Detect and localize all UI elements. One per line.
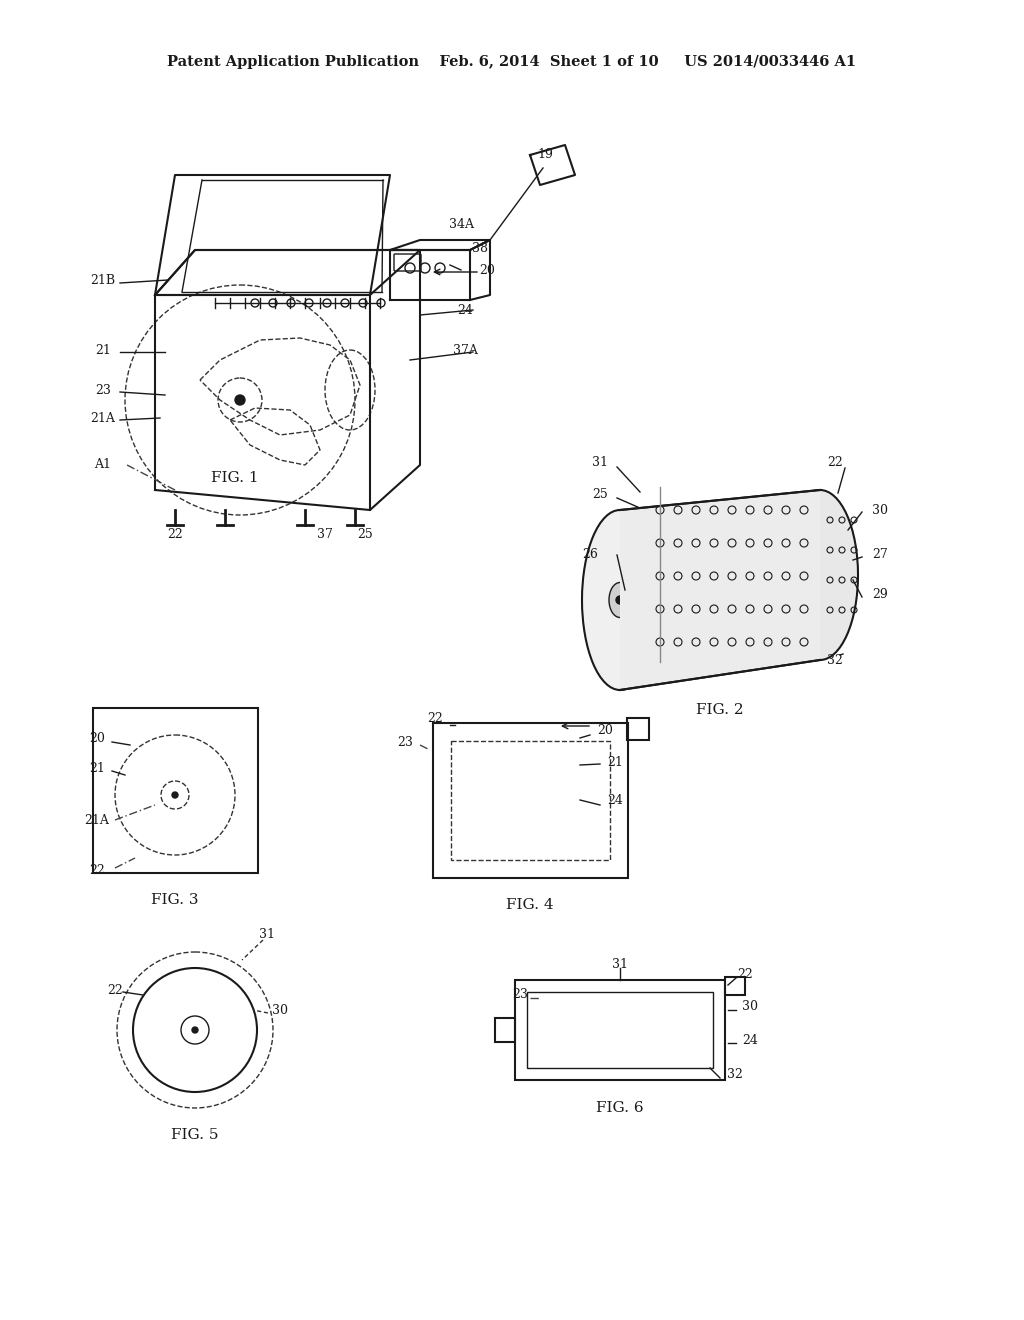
Text: 22: 22 xyxy=(427,711,442,725)
Circle shape xyxy=(234,395,245,405)
Text: FIG. 4: FIG. 4 xyxy=(506,898,554,912)
Bar xyxy=(515,979,725,1080)
Circle shape xyxy=(616,597,624,605)
Ellipse shape xyxy=(582,510,658,690)
Bar xyxy=(627,718,649,741)
Text: 21: 21 xyxy=(95,343,111,356)
Text: 30: 30 xyxy=(872,503,888,516)
Text: 34A: 34A xyxy=(450,218,474,231)
Ellipse shape xyxy=(782,490,858,660)
Bar xyxy=(433,723,628,878)
Text: 20: 20 xyxy=(89,731,104,744)
Text: 20: 20 xyxy=(597,723,613,737)
Text: 24: 24 xyxy=(742,1034,758,1047)
Text: 21B: 21B xyxy=(90,273,116,286)
Text: 24: 24 xyxy=(457,304,473,317)
Text: 29: 29 xyxy=(872,589,888,602)
Text: 23: 23 xyxy=(397,735,413,748)
Text: 31: 31 xyxy=(612,958,628,972)
Text: 37: 37 xyxy=(317,528,333,541)
Text: 32: 32 xyxy=(827,653,843,667)
Text: 23: 23 xyxy=(95,384,111,396)
Bar xyxy=(93,708,258,873)
Text: 32: 32 xyxy=(727,1068,743,1081)
Bar xyxy=(495,1018,515,1041)
Text: Patent Application Publication    Feb. 6, 2014  Sheet 1 of 10     US 2014/003344: Patent Application Publication Feb. 6, 2… xyxy=(168,55,856,69)
Bar xyxy=(725,977,745,995)
Text: 22: 22 xyxy=(89,863,104,876)
Circle shape xyxy=(172,792,178,799)
Text: 38: 38 xyxy=(472,242,488,255)
Text: 37A: 37A xyxy=(453,343,477,356)
Text: 22: 22 xyxy=(108,983,123,997)
Text: 25: 25 xyxy=(357,528,373,541)
Text: 30: 30 xyxy=(272,1003,288,1016)
Ellipse shape xyxy=(609,582,631,618)
Text: 22: 22 xyxy=(827,457,843,470)
Text: 26: 26 xyxy=(582,549,598,561)
Text: 21A: 21A xyxy=(85,813,110,826)
Text: FIG. 5: FIG. 5 xyxy=(171,1129,219,1142)
Text: FIG. 3: FIG. 3 xyxy=(152,894,199,907)
Bar xyxy=(451,741,610,861)
Text: FIG. 1: FIG. 1 xyxy=(211,471,259,484)
Text: 21: 21 xyxy=(607,755,623,768)
Text: 30: 30 xyxy=(742,1001,758,1014)
Text: 22: 22 xyxy=(737,969,753,982)
Text: 21A: 21A xyxy=(90,412,116,425)
Circle shape xyxy=(193,1027,198,1034)
Text: 19: 19 xyxy=(537,149,553,161)
Text: 31: 31 xyxy=(592,457,608,470)
Text: 20: 20 xyxy=(479,264,495,276)
Text: A1: A1 xyxy=(94,458,112,471)
Text: FIG. 6: FIG. 6 xyxy=(596,1101,644,1115)
Text: 27: 27 xyxy=(872,549,888,561)
Text: 23: 23 xyxy=(512,989,528,1002)
Polygon shape xyxy=(620,490,820,690)
Text: FIG. 2: FIG. 2 xyxy=(696,704,743,717)
Text: 21: 21 xyxy=(89,762,104,775)
Text: 22: 22 xyxy=(167,528,183,541)
Bar xyxy=(527,993,713,1068)
Text: 25: 25 xyxy=(592,488,608,502)
Text: 24: 24 xyxy=(607,793,623,807)
Text: 31: 31 xyxy=(259,928,275,941)
